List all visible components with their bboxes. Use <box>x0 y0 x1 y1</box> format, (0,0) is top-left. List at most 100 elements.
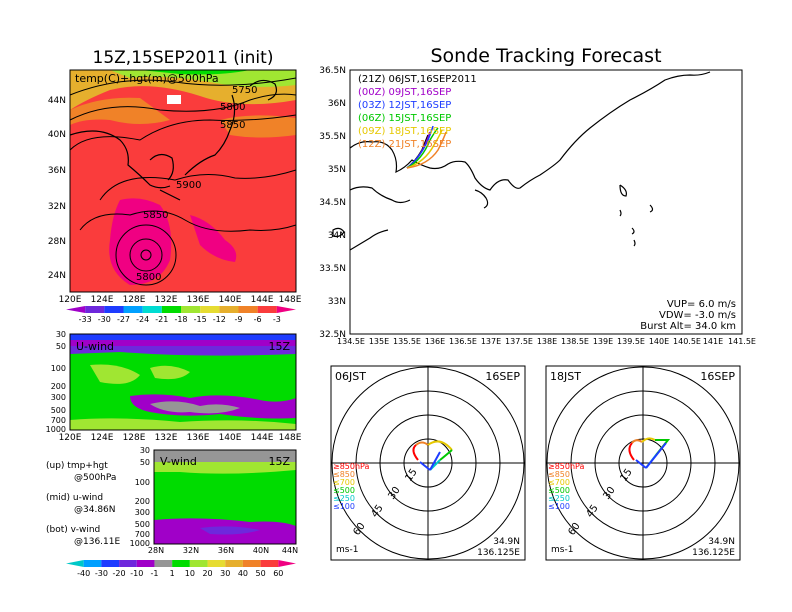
level-le-500: ≤500 <box>333 486 355 495</box>
map-500hpa-label: temp(C)+hgt(m)@500hPa <box>75 72 219 85</box>
level-le-850: ≤850 <box>548 470 570 479</box>
uwind-westerly-patch-1 <box>90 364 140 384</box>
map-500hpa-cold-band <box>110 70 296 87</box>
track-lon-141-5e: 141.5E <box>728 337 756 346</box>
param-vdw: VDW= -3.0 m/s <box>659 310 736 321</box>
map-lon-132e: 132E <box>155 295 178 305</box>
vwind-p-1000: 1000 <box>130 539 150 548</box>
hodograph-06jst-lon: 136.125E <box>477 548 520 558</box>
vwind-p-200: 200 <box>135 497 150 506</box>
contour-label-5850-north: 5850 <box>220 120 245 131</box>
track-lon-139e: 139E <box>593 337 613 346</box>
uwind-lon-128e: 128E <box>123 433 146 443</box>
vwind-frame <box>153 449 297 545</box>
map-lat-40n: 40N <box>48 130 66 140</box>
left-title: 15Z,15SEP2011 (init) <box>93 48 274 68</box>
map-lon-136e: 136E <box>187 295 210 305</box>
track-06z <box>406 127 439 169</box>
map-lon-128e: 128E <box>123 295 146 305</box>
map-500hpa-panel: 5750 5800 5850 5900 5850 5800 temp(C)+hg… <box>48 69 302 324</box>
note-mid-line2: @34.86N <box>74 505 116 515</box>
contour-label-5750: 5750 <box>232 85 257 96</box>
level-le-100: ≤100 <box>333 502 355 511</box>
contour-label-5900: 5900 <box>176 180 201 191</box>
uwind-p-50: 50 <box>56 342 66 351</box>
temperature-colorbar-swatch <box>257 306 277 313</box>
track-lat-33n: 33N <box>328 297 346 307</box>
hodograph-06jst-time: 06JST <box>335 370 366 383</box>
hodograph-06jst-unit: ms-1 <box>336 545 358 555</box>
vwind-p-50: 50 <box>140 458 150 467</box>
vwind-lat-ticks: 28N 32N 36N 40N 44N <box>148 546 298 555</box>
track-lon-140e: 140E <box>649 337 669 346</box>
legend-run-03z: (03Z) 12JST,16SEP <box>358 100 451 111</box>
map-lat-44n: 44N <box>48 96 66 106</box>
vwind-p-300: 300 <box>135 508 150 517</box>
vwind-lat-44n: 44N <box>282 546 298 555</box>
wind-colorbar-label: -20 <box>113 569 126 578</box>
track-legend: (21Z) 06JST,16SEP2011 (00Z) 09JST,16SEP … <box>358 74 477 150</box>
track-03z <box>406 125 434 169</box>
temperature-colorbar-swatch <box>123 306 143 313</box>
temperature-colorbar-label: -18 <box>174 315 187 324</box>
track-lon-137-5e: 137.5E <box>505 337 533 346</box>
vwind-pressure-ticks: 30 50 100 200 300 500 700 1000 <box>130 446 150 548</box>
uwind-time: 15Z <box>268 340 290 353</box>
wind-colorbar-label: 20 <box>202 569 212 578</box>
hodograph-06jst: 15 30 45 60 06JST 16SEP ≥850hPa ≤850 ≤70… <box>330 365 526 561</box>
temperature-colorbar-label: -33 <box>79 315 92 324</box>
temperature-colorbar-swatch <box>276 306 296 313</box>
track-lat-34n: 34N <box>328 231 346 241</box>
right-title: Sonde Tracking Forecast <box>430 45 661 67</box>
wind-colorbar-label: 60 <box>273 569 283 578</box>
vwind-lat-36n: 36N <box>218 546 234 555</box>
uwind-lon-140e: 140E <box>219 433 242 443</box>
temperature-colorbar-labels: -33 -30 -27 -24 -21 -18 -15 -12 -9 -6 -3 <box>79 315 281 324</box>
temperature-colorbar-label: -3 <box>273 315 281 324</box>
uwind-p-100: 100 <box>51 364 66 373</box>
wind-colorbar-label: -30 <box>95 569 108 578</box>
hodograph-18jst-trace <box>628 437 671 469</box>
level-ge-850: ≥850hPa <box>548 462 585 471</box>
wind-colorbar-swatch <box>278 560 296 567</box>
track-lat-36n: 36N <box>328 99 346 109</box>
uwind-westerly-patch-2 <box>150 365 190 380</box>
hodograph-06jst-trace <box>412 440 453 471</box>
uwind-top-strip <box>70 334 296 340</box>
temperature-colorbar-swatch <box>238 306 258 313</box>
map-lon-140e: 140E <box>219 295 242 305</box>
track-lat-33-5n: 33.5N <box>319 264 346 274</box>
hodograph-18jst-lat: 34.9N <box>708 537 735 547</box>
contour-label-5800-south: 5800 <box>136 272 161 283</box>
vwind-panel: V-wind 15Z 30 50 100 200 300 500 700 100… <box>66 446 298 578</box>
vwind-time: 15Z <box>268 455 290 468</box>
track-lon-136e: 136E <box>425 337 445 346</box>
uwind-p-700: 700 <box>51 416 66 425</box>
uwind-lon-ticks: 120E 124E 128E 132E 136E 140E 144E 148E <box>59 433 302 443</box>
level-le-100: ≤100 <box>548 502 570 511</box>
map-lat-36n: 36N <box>48 166 66 176</box>
temperature-colorbar-swatch <box>200 306 220 313</box>
hodograph-18jst-levels: ≥850hPa ≤850 ≤700 ≤500 ≤250 ≤100 <box>548 462 585 511</box>
wind-colorbar-label: -1 <box>150 569 158 578</box>
track-lon-141e: 141E <box>703 337 723 346</box>
uwind-lon-120e: 120E <box>59 433 82 443</box>
uwind-panel: U-wind 15Z 30 50 100 200 300 500 700 100… <box>46 330 302 443</box>
vwind-p-30: 30 <box>140 446 150 455</box>
uwind-p-30: 30 <box>56 330 66 339</box>
map-lon-120e: 120E <box>59 295 82 305</box>
vwind-p-500: 500 <box>135 520 150 529</box>
wind-colorbar-swatch <box>207 560 226 567</box>
uwind-lon-148e: 148E <box>279 433 302 443</box>
uwind-lon-132e: 132E <box>155 433 178 443</box>
uwind-lon-124e: 124E <box>91 433 114 443</box>
temperature-colorbar-label: -21 <box>155 315 168 324</box>
uwind-p-300: 300 <box>51 393 66 402</box>
wind-colorbar-label: -10 <box>130 569 143 578</box>
track-lon-138e: 138E <box>537 337 557 346</box>
vwind-top-band <box>154 450 296 462</box>
uwind-calm-zone <box>150 401 240 414</box>
hodograph-18jst-unit: ms-1 <box>551 545 573 555</box>
wind-colorbar-swatch <box>225 560 243 567</box>
note-bot-line2: @136.11E <box>74 537 120 547</box>
